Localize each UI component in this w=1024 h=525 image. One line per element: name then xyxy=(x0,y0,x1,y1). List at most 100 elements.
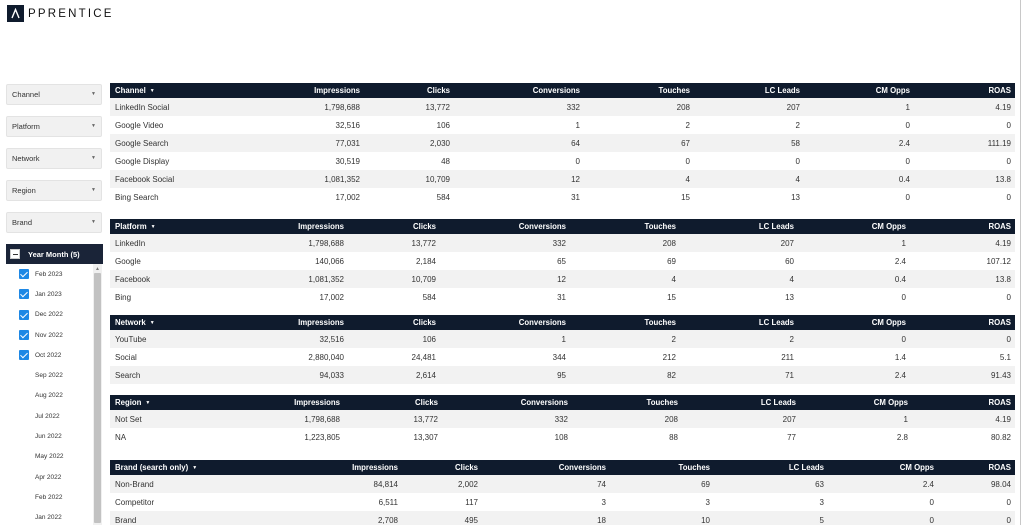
filter-region[interactable]: Region ▼ xyxy=(6,180,102,201)
column-header[interactable]: Platform ▼ xyxy=(110,219,230,234)
column-header[interactable]: Conversions xyxy=(440,315,570,330)
column-header[interactable]: Clicks xyxy=(348,315,440,330)
table-row[interactable]: Google Search 77,031 2,030 64 67 58 2.4 111.19 xyxy=(110,134,1015,152)
column-header[interactable]: Impressions xyxy=(270,460,402,475)
column-header[interactable]: ROAS xyxy=(910,315,1015,330)
year-month-option[interactable]: Oct 2022 xyxy=(6,345,92,365)
column-header[interactable]: Conversions xyxy=(454,83,584,98)
column-header[interactable]: ROAS xyxy=(938,460,1015,475)
column-header[interactable]: CM Opps xyxy=(828,460,938,475)
table-row[interactable]: Google Video 32,516 106 1 2 2 0 0 xyxy=(110,116,1015,134)
table-row[interactable]: Facebook 1,081,352 10,709 12 4 4 0.4 13.8 xyxy=(110,270,1015,288)
column-header[interactable]: LC Leads xyxy=(682,395,800,410)
table-row[interactable]: Not Set 1,798,688 13,772 332 208 207 1 4.19 xyxy=(110,410,1015,428)
year-month-option[interactable]: Dec 2022 xyxy=(6,305,92,325)
sort-desc-icon[interactable]: ▼ xyxy=(149,88,155,94)
column-header[interactable]: CM Opps xyxy=(804,83,914,98)
year-month-option[interactable]: Feb 2022 xyxy=(6,487,92,507)
column-header[interactable]: ROAS xyxy=(912,395,1015,410)
table-row[interactable]: LinkedIn 1,798,688 13,772 332 208 207 1 4.19 xyxy=(110,234,1015,252)
table-row[interactable]: Social 2,880,040 24,481 344 212 211 1.4 5.1 xyxy=(110,348,1015,366)
column-header[interactable]: Touches xyxy=(572,395,682,410)
checkbox-checked-icon[interactable] xyxy=(19,309,29,320)
year-month-option[interactable]: Nov 2022 xyxy=(6,325,92,345)
sort-desc-icon[interactable]: ▼ xyxy=(192,465,198,471)
column-header[interactable]: Clicks xyxy=(402,460,482,475)
column-header[interactable]: Touches xyxy=(584,83,694,98)
table-cell: Bing Search xyxy=(115,192,159,202)
year-month-option[interactable]: Aug 2022 xyxy=(6,386,92,406)
table-row[interactable]: Bing Search 17,002 584 31 15 13 0 0 xyxy=(110,188,1015,206)
sort-desc-icon[interactable]: ▼ xyxy=(150,224,156,230)
column-header-label: Channel xyxy=(115,86,146,95)
column-header[interactable]: Network ▼ xyxy=(110,315,230,330)
column-header[interactable]: Impressions xyxy=(230,83,364,98)
year-month-option[interactable]: Jun 2022 xyxy=(6,426,92,446)
year-month-scrollbar[interactable]: ▲ xyxy=(93,264,102,525)
table-cell: 60 xyxy=(785,256,794,266)
column-header[interactable]: Conversions xyxy=(440,219,570,234)
checkbox-checked-icon[interactable] xyxy=(19,350,29,361)
table-row[interactable]: Bing 17,002 584 31 15 13 0 0 xyxy=(110,288,1015,306)
column-header[interactable]: LC Leads xyxy=(680,315,798,330)
filter-network[interactable]: Network ▼ xyxy=(6,148,102,169)
table-row[interactable]: LinkedIn Social 1,798,688 13,772 332 208 207 1… xyxy=(110,98,1015,116)
checkbox-checked-icon[interactable] xyxy=(19,330,29,341)
column-header[interactable]: LC Leads xyxy=(680,219,798,234)
table-row[interactable]: Search 94,033 2,614 95 82 71 2.4 91.43 xyxy=(110,366,1015,384)
column-header[interactable]: CM Opps xyxy=(800,395,912,410)
column-header[interactable]: ROAS xyxy=(914,83,1015,98)
table-row[interactable]: Facebook Social 1,081,352 10,709 12 4 4 0.4 13.… xyxy=(110,170,1015,188)
column-header[interactable]: Region ▼ xyxy=(110,395,230,410)
column-header[interactable]: ROAS xyxy=(910,219,1015,234)
checkbox-checked-icon[interactable] xyxy=(19,269,29,280)
checkbox-checked-icon[interactable] xyxy=(19,289,29,300)
table-row[interactable]: Google 140,066 2,184 65 69 60 2.4 107.12 xyxy=(110,252,1015,270)
filter-brand[interactable]: Brand ▼ xyxy=(6,212,102,233)
column-header[interactable]: Clicks xyxy=(364,83,454,98)
year-month-option[interactable]: Jan 2022 xyxy=(6,508,92,525)
table-row[interactable]: Google Display 30,519 48 0 0 0 0 0 xyxy=(110,152,1015,170)
year-month-option[interactable]: Feb 2023 xyxy=(6,264,92,284)
column-header[interactable]: Touches xyxy=(570,315,680,330)
year-month-filter[interactable]: Year Month (5) Feb 2023 Jan 2023 Dec 2022 N… xyxy=(6,244,103,525)
column-header[interactable]: Clicks xyxy=(348,219,440,234)
column-header[interactable]: Brand (search only) ▼ xyxy=(110,460,270,475)
column-header[interactable]: Conversions xyxy=(442,395,572,410)
column-header[interactable]: Impressions xyxy=(230,395,344,410)
deselect-all-checkbox[interactable] xyxy=(10,249,20,259)
table-cell: 77,031 xyxy=(230,134,364,152)
scrollbar-thumb[interactable] xyxy=(94,273,101,523)
filter-channel[interactable]: Channel ▼ xyxy=(6,84,102,105)
column-header[interactable]: Touches xyxy=(610,460,714,475)
column-header[interactable]: LC Leads xyxy=(694,83,804,98)
column-header[interactable]: LC Leads xyxy=(714,460,828,475)
year-month-header[interactable]: Year Month (5) xyxy=(6,244,103,264)
sort-desc-icon[interactable]: ▼ xyxy=(149,320,155,326)
column-header[interactable]: Impressions xyxy=(230,219,348,234)
table-row[interactable]: NA 1,223,805 13,307 108 88 77 2.8 80.82 xyxy=(110,428,1015,446)
table-cell: 13,772 xyxy=(348,234,440,252)
column-header[interactable]: Channel ▼ xyxy=(110,83,230,98)
filter-platform[interactable]: Platform ▼ xyxy=(6,116,102,137)
table-cell: 4.19 xyxy=(914,98,1015,116)
column-header[interactable]: Touches xyxy=(570,219,680,234)
year-month-option[interactable]: May 2022 xyxy=(6,447,92,467)
year-month-option[interactable]: Sep 2022 xyxy=(6,365,92,385)
table-cell: 13,772 xyxy=(344,410,442,428)
year-month-option[interactable]: Apr 2022 xyxy=(6,467,92,487)
column-header[interactable]: Conversions xyxy=(482,460,610,475)
column-header[interactable]: Impressions xyxy=(230,315,348,330)
column-header[interactable]: Clicks xyxy=(344,395,442,410)
year-month-option[interactable]: Jan 2023 xyxy=(6,284,92,304)
table-row[interactable]: Non-Brand 84,814 2,002 74 69 63 2.4 98.04 xyxy=(110,475,1015,493)
column-header[interactable]: CM Opps xyxy=(798,219,910,234)
table-row[interactable]: Competitor 6,511 117 3 3 3 0 0 xyxy=(110,493,1015,511)
scroll-up-icon[interactable]: ▲ xyxy=(95,266,100,272)
year-month-option[interactable]: Jul 2022 xyxy=(6,406,92,426)
table-cell: 0.4 xyxy=(798,270,910,288)
table-row[interactable]: Brand 2,708 495 18 10 5 0 0 xyxy=(110,511,1015,525)
column-header[interactable]: CM Opps xyxy=(798,315,910,330)
table-row[interactable]: YouTube 32,516 106 1 2 2 0 0 xyxy=(110,330,1015,348)
sort-desc-icon[interactable]: ▼ xyxy=(145,400,151,406)
